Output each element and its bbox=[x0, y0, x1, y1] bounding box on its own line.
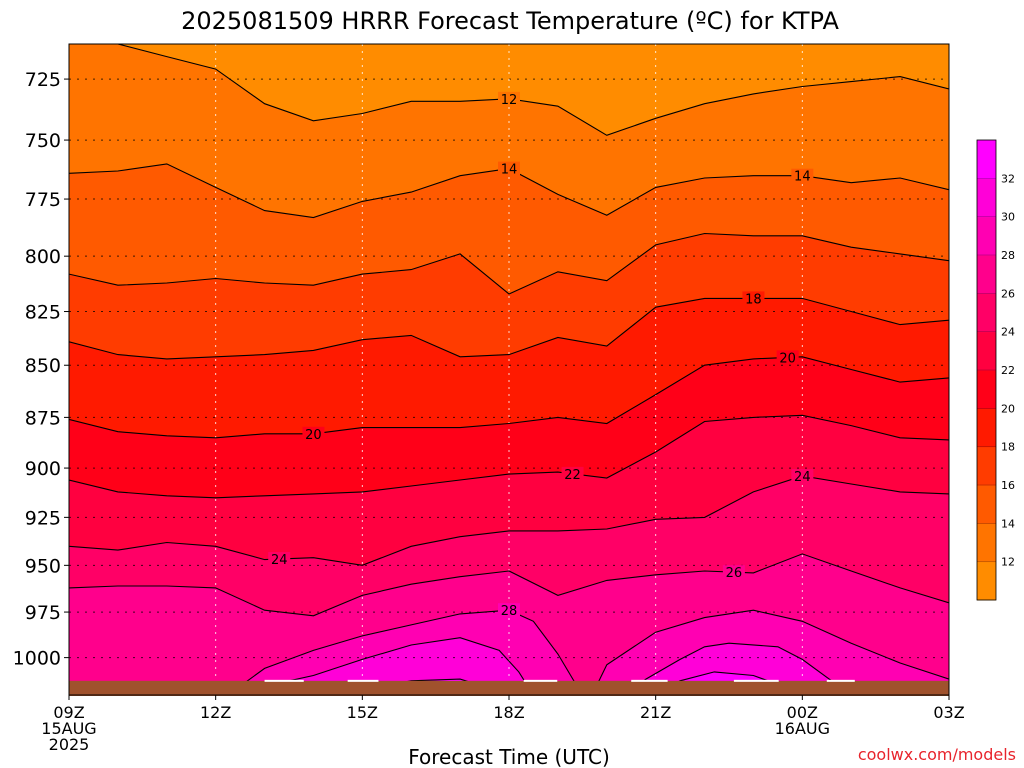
colorbar-label: 22 bbox=[1001, 364, 1015, 377]
contour-label: 26 bbox=[726, 566, 743, 581]
contour-30 bbox=[625, 642, 852, 695]
colorbar-swatch bbox=[977, 408, 996, 448]
y-tick-label: 725 bbox=[25, 69, 61, 91]
contour-28 bbox=[591, 609, 949, 695]
y-tick-label: 850 bbox=[25, 355, 61, 377]
colorbar-swatch bbox=[977, 370, 996, 409]
contour-label-bg bbox=[302, 426, 325, 441]
contour-label: 12 bbox=[501, 93, 518, 108]
x-tick-label: 12Z bbox=[200, 703, 231, 722]
y-tick-label: 750 bbox=[25, 130, 61, 152]
y-tick-label: 900 bbox=[25, 458, 61, 480]
y-axis: 725 750 775 800 825 850 875 900 925 950 975 1000 bbox=[13, 69, 69, 670]
contour-label-bg bbox=[742, 291, 765, 306]
contour-label-bg bbox=[268, 552, 291, 567]
x-tick-label: 15AUG bbox=[41, 719, 96, 738]
x-tick-label: 09Z bbox=[53, 703, 84, 722]
contour-label: 14 bbox=[794, 170, 811, 185]
contour-label: 18 bbox=[745, 292, 762, 307]
y-tick-label: 875 bbox=[25, 407, 61, 429]
colorbar-label: 28 bbox=[1001, 249, 1015, 262]
colorbar-label: 12 bbox=[1001, 556, 1015, 569]
contour-20 bbox=[69, 356, 949, 439]
contour-16 bbox=[69, 232, 949, 295]
contour-label-bg bbox=[498, 91, 520, 106]
colorbar-label: 16 bbox=[1001, 479, 1015, 492]
credit-text: coolwx.com/models bbox=[858, 745, 1016, 764]
colorbar-swatch bbox=[977, 216, 996, 256]
surface-wind-mark bbox=[826, 679, 855, 682]
surface-ground bbox=[69, 680, 949, 696]
colorbar-swatch bbox=[977, 178, 996, 218]
chart-title: 2025081509 HRRR Forecast Temperature (ºC… bbox=[181, 7, 839, 35]
y-tick-label: 775 bbox=[25, 189, 61, 211]
contour-28 bbox=[69, 609, 583, 695]
x-tick-label: 03Z bbox=[933, 703, 964, 722]
contour-label: 28 bbox=[501, 604, 518, 619]
contour-label-bg bbox=[561, 466, 584, 481]
x-tick-label: 15Z bbox=[347, 703, 378, 722]
colorbar-swatch bbox=[977, 561, 996, 601]
colorbar-label: 14 bbox=[1001, 517, 1015, 530]
colorbar-swatch bbox=[977, 255, 996, 294]
contour-label-bg bbox=[498, 161, 520, 176]
x-tick-label: 2025 bbox=[49, 735, 90, 754]
contour-22 bbox=[69, 414, 949, 499]
x-tick-label: 18Z bbox=[493, 703, 524, 722]
contour-18 bbox=[69, 297, 949, 360]
y-tick-label: 975 bbox=[25, 602, 61, 624]
colorbar-label: 26 bbox=[1001, 287, 1015, 300]
contour-label: 22 bbox=[564, 468, 581, 483]
contour-label: 24 bbox=[271, 553, 288, 568]
colorbar-label: 20 bbox=[1001, 402, 1015, 415]
ground-surface bbox=[69, 679, 949, 696]
contour-label-bg bbox=[722, 565, 745, 580]
colorbar-label: 30 bbox=[1001, 211, 1015, 224]
colorbar-swatch bbox=[977, 446, 996, 486]
y-tick-label: 950 bbox=[25, 555, 61, 577]
surface-wind-mark bbox=[733, 679, 779, 682]
y-tick-label: 825 bbox=[25, 302, 61, 324]
contour-26 bbox=[69, 553, 949, 617]
y-tick-label: 925 bbox=[25, 507, 61, 529]
contour-label-bg bbox=[791, 469, 814, 484]
x-tick-label: 21Z bbox=[640, 703, 671, 722]
y-tick-label: 800 bbox=[25, 246, 61, 268]
contour-label-bg bbox=[498, 603, 520, 618]
contour-label: 24 bbox=[794, 470, 811, 485]
colorbar-label: 24 bbox=[1001, 326, 1015, 339]
contour-label-bg bbox=[791, 168, 814, 183]
colorbar-swatch bbox=[977, 140, 996, 179]
temperature-fills bbox=[69, 44, 949, 695]
colorbar-swatch bbox=[977, 523, 996, 563]
contour-label: 20 bbox=[305, 428, 322, 443]
surface-wind-mark bbox=[631, 679, 668, 682]
x-tick-label: 00Z bbox=[787, 703, 818, 722]
colorbar-label: 18 bbox=[1001, 441, 1015, 454]
surface-wind-mark bbox=[264, 679, 304, 682]
colorbar-swatch bbox=[977, 331, 996, 371]
colorbar-swatch bbox=[977, 293, 996, 333]
surface-wind-mark bbox=[347, 679, 379, 682]
x-tick-label: 16AUG bbox=[775, 719, 830, 738]
contour-labels: 12 14 14 18 20 20 22 24 24 26 28 bbox=[268, 91, 814, 619]
surface-wind-mark bbox=[523, 679, 558, 682]
contour-label: 20 bbox=[779, 351, 796, 366]
colorbar-label: 32 bbox=[1001, 172, 1015, 185]
y-tick-label: 1000 bbox=[13, 648, 61, 670]
colorbar-swatch bbox=[977, 485, 996, 524]
x-axis-label: Forecast Time (UTC) bbox=[408, 745, 610, 768]
contour-label: 14 bbox=[501, 163, 518, 178]
colorbar: 12 14 16 18 20 22 24 26 28 30 32 bbox=[976, 139, 1015, 601]
contour-label-bg bbox=[776, 350, 799, 365]
